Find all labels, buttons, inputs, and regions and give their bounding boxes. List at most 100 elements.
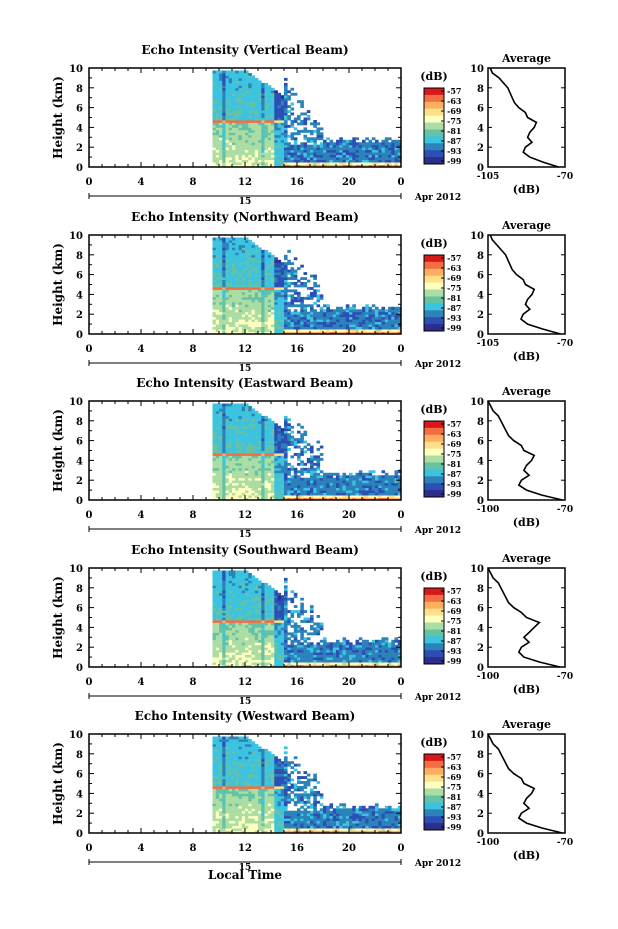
heatmap-cell <box>274 117 278 121</box>
heatmap-cell <box>297 267 301 271</box>
heatmap-cell <box>251 82 256 86</box>
heatmap-cell <box>241 664 246 668</box>
y-tick-label: 4 <box>76 456 83 467</box>
heatmap-cell <box>235 237 239 241</box>
heatmap-cell <box>300 142 304 146</box>
heatmap-cell <box>375 475 379 479</box>
heatmap-cell <box>238 423 243 427</box>
heatmap-cell <box>235 85 239 89</box>
heatmap-cell <box>271 137 275 141</box>
heatmap-cell <box>391 329 395 332</box>
heatmap-cell <box>388 137 392 141</box>
heatmap-cell <box>336 324 340 327</box>
heatmap-cell <box>254 115 259 118</box>
heatmap-cell <box>297 291 301 295</box>
heatmap-cell <box>248 587 252 591</box>
heatmap-cell <box>352 477 356 481</box>
panel-title: Echo Intensity (Vertical Beam) <box>141 43 348 57</box>
heatmap-cell <box>212 575 217 579</box>
heatmap-cell <box>368 497 373 501</box>
heatmap-cell <box>306 457 311 461</box>
heatmap-cell <box>212 100 217 104</box>
heatmap-cell <box>241 75 246 79</box>
heatmap-cell <box>261 284 265 288</box>
heatmap-cell <box>228 455 233 459</box>
heatmap-cell <box>219 460 223 464</box>
heatmap-cell <box>232 497 236 501</box>
heatmap-cell <box>228 659 233 663</box>
heatmap-cell <box>368 147 373 151</box>
heatmap-cell <box>284 445 288 449</box>
heatmap-cell <box>267 284 272 288</box>
heatmap-cell <box>274 438 278 441</box>
heatmap-cell <box>219 162 223 165</box>
heatmap-cell <box>290 124 295 128</box>
heatmap-cell <box>215 95 220 99</box>
heatmap-cell <box>212 324 217 327</box>
x-tick-label: 0 <box>86 344 93 355</box>
heatmap-cell <box>219 95 223 99</box>
heatmap-cell <box>219 247 223 251</box>
heatmap-cell <box>267 301 272 305</box>
heatmap-cell <box>297 100 301 104</box>
heatmap-cell <box>215 590 220 594</box>
heatmap-cell <box>329 311 334 315</box>
heatmap-cell <box>267 480 272 484</box>
heatmap-cell <box>215 425 220 429</box>
heatmap-cell <box>232 410 236 414</box>
heatmap-cell <box>316 149 321 153</box>
average-y-tick-label: 6 <box>477 104 484 115</box>
colorbar-swatch <box>424 289 444 297</box>
heatmap-cell <box>241 254 246 258</box>
heatmap-cell <box>238 124 243 128</box>
heatmap-cell <box>225 112 230 116</box>
heatmap-cell <box>212 75 217 79</box>
heatmap-cell <box>222 438 226 441</box>
heatmap-cell <box>261 262 265 266</box>
heatmap-cell <box>238 319 243 322</box>
heatmap-cell <box>251 492 256 496</box>
heatmap-cell <box>316 127 321 131</box>
heatmap-cell <box>271 112 275 116</box>
heatmap-cell <box>212 112 217 116</box>
heatmap-cell <box>271 425 275 429</box>
heatmap-cell <box>378 321 382 325</box>
heatmap-cell <box>222 600 226 604</box>
heatmap-cell <box>287 152 291 156</box>
heatmap-cell <box>235 252 239 256</box>
heatmap-cell <box>212 97 217 101</box>
panel-title: Echo Intensity (Northward Beam) <box>131 210 359 224</box>
heatmap-cell <box>232 100 236 104</box>
heatmap-cell <box>215 433 220 437</box>
heatmap-cell <box>306 319 311 322</box>
x-tick-label: 20 <box>342 344 356 355</box>
heatmap-cell <box>241 97 246 101</box>
heatmap-cell <box>342 144 347 148</box>
heatmap-cell <box>238 284 243 288</box>
heatmap-cell <box>297 162 301 165</box>
heatmap-cell <box>225 299 230 303</box>
heatmap-cell <box>245 408 249 412</box>
heatmap-cell <box>248 244 252 248</box>
heatmap-cell <box>235 408 239 412</box>
heatmap-cell <box>248 291 252 295</box>
heatmap-cell <box>235 617 239 621</box>
heatmap-cell <box>306 448 311 451</box>
heatmap-cell <box>368 162 373 165</box>
heatmap-cell <box>212 316 217 320</box>
heatmap-cell <box>225 90 230 94</box>
heatmap-cell <box>232 495 236 498</box>
heatmap-cell <box>280 477 285 481</box>
heatmap-cell <box>222 620 226 623</box>
heatmap-cell <box>332 152 337 156</box>
heatmap-cell <box>228 95 233 99</box>
heatmap-cell <box>232 490 236 493</box>
heatmap-cell <box>248 573 252 576</box>
heatmap-cell <box>287 259 291 263</box>
heatmap-cell <box>271 287 275 290</box>
heatmap-cell <box>215 316 220 320</box>
heatmap-cell <box>394 485 399 488</box>
heatmap-cell <box>332 326 337 330</box>
heatmap-cell <box>261 157 265 160</box>
heatmap-cell <box>310 296 314 300</box>
